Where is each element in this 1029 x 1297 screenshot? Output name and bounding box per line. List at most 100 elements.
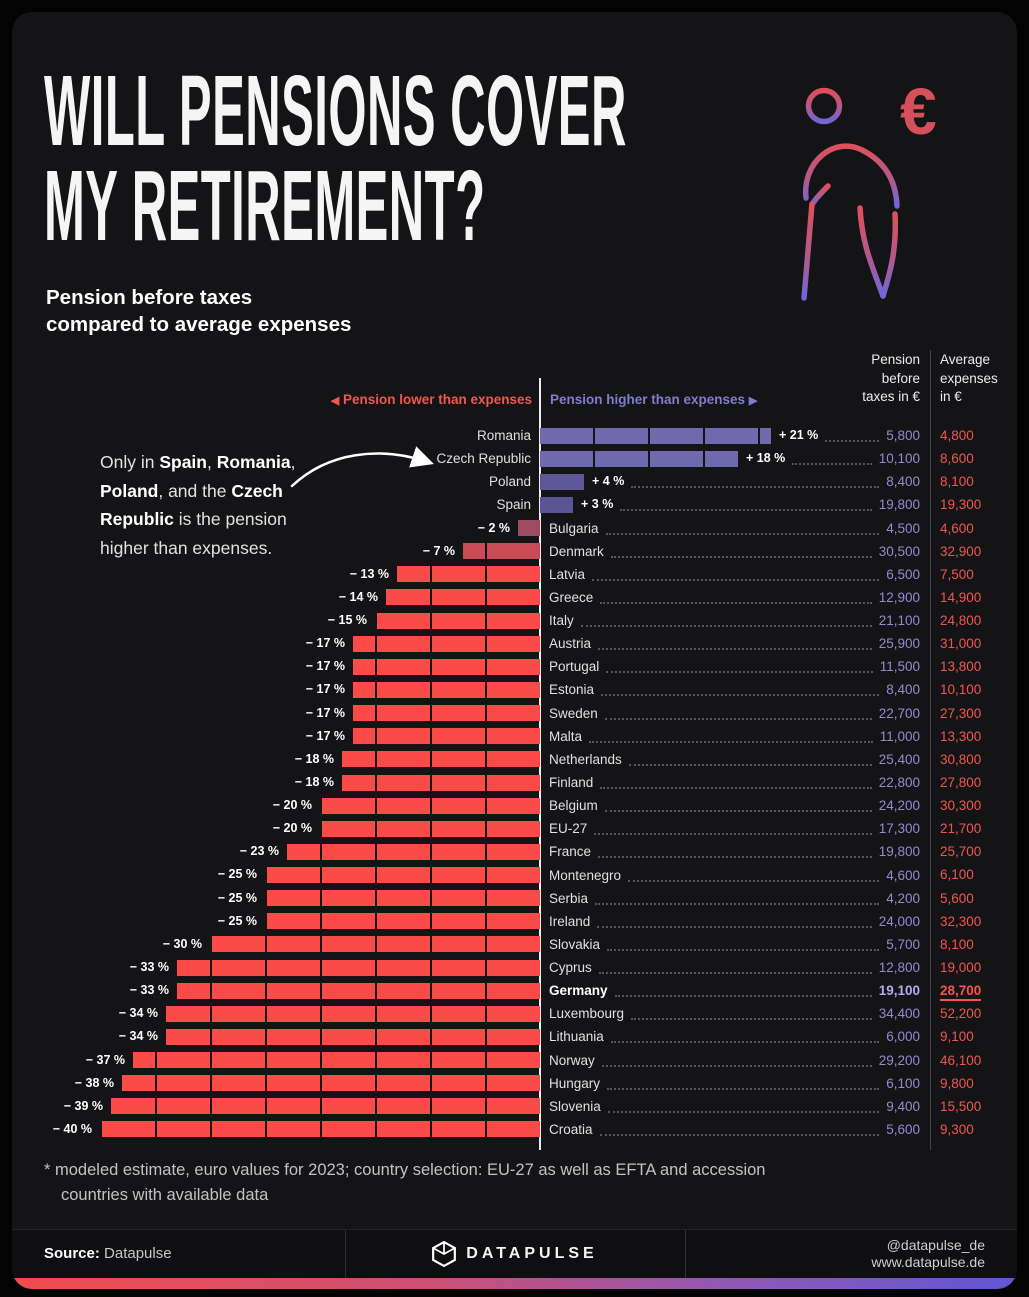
- dotted-leader: [600, 778, 872, 789]
- chart-row-czech-republic: Czech Republic + 18 % 10,100 8,600: [12, 447, 1017, 470]
- column-divider-line: [930, 350, 931, 1150]
- pension-value: 4,200: [886, 890, 920, 906]
- country-label: Sweden: [549, 705, 598, 721]
- negative-bar: [342, 774, 540, 791]
- positive-bar: [540, 496, 573, 513]
- left-arrow-icon: ◀: [330, 395, 340, 407]
- pension-value: 8,400: [886, 682, 920, 698]
- legend-lower-label: Pension lower than expenses: [342, 392, 532, 407]
- pension-value: 12,800: [878, 960, 920, 976]
- country-label: Czech Republic: [436, 451, 531, 467]
- pension-value: 17,300: [878, 821, 920, 837]
- right-arrow-icon: ▶: [748, 395, 758, 407]
- country-label: Lithuania: [549, 1029, 604, 1045]
- negative-bar: [386, 589, 540, 606]
- negative-bar: [353, 658, 540, 675]
- percent-label: − 18 %: [294, 751, 334, 766]
- dotted-leader: [825, 431, 880, 443]
- expenses-value: 8,100: [940, 936, 974, 952]
- country-label: Spain: [496, 497, 531, 513]
- chart-row-poland: Poland + 4 % 8,400 8,100: [12, 470, 1017, 493]
- expenses-value: 7,500: [940, 566, 974, 582]
- dotted-leader: [589, 732, 873, 743]
- country-label: Slovakia: [549, 936, 601, 952]
- legend-pension-higher: Pension higher than expenses ▶: [550, 392, 757, 407]
- dotted-leader: [631, 1009, 872, 1021]
- dotted-leader: [604, 709, 872, 720]
- source-label: Source:: [44, 1245, 100, 1262]
- country-label: Serbia: [549, 890, 589, 906]
- country-label: Finland: [549, 775, 594, 790]
- positive-bar: [540, 427, 771, 444]
- negative-bar: [100, 1121, 540, 1138]
- country-label: Croatia: [549, 1121, 593, 1137]
- percent-label: − 34 %: [118, 1029, 158, 1044]
- pension-value: 11,500: [879, 659, 920, 675]
- chart-row-bulgaria: − 2 % Bulgaria 4,500 4,600: [12, 517, 1017, 540]
- country-label: Belgium: [549, 798, 598, 814]
- expenses-value: 14,900: [940, 589, 982, 605]
- dotted-leader: [628, 871, 880, 882]
- dotted-leader: [600, 593, 872, 604]
- social-links: @datapulse_de www.datapulse.de: [871, 1237, 985, 1271]
- pension-value: 6,000: [886, 1029, 920, 1045]
- dotted-leader: [604, 801, 872, 813]
- percent-label: + 21 %: [779, 428, 819, 442]
- dotted-leader: [580, 616, 872, 628]
- percent-label: − 7 %: [422, 543, 455, 558]
- country-label: Luxembourg: [549, 1006, 625, 1022]
- country-label: Montenegro: [549, 867, 622, 883]
- expenses-value: 31,000: [940, 636, 982, 652]
- percent-label: − 15 %: [327, 613, 367, 628]
- chart-row-malta: − 17 % Malta 11,000 13,300: [12, 725, 1017, 748]
- percent-label: − 23 %: [239, 844, 279, 859]
- percent-label: − 33 %: [129, 959, 169, 974]
- footer-separator-left: [345, 1230, 346, 1278]
- pension-value: 25,900: [878, 636, 920, 652]
- pension-value: 34,400: [878, 1006, 920, 1022]
- expenses-value: 27,800: [940, 774, 982, 790]
- percent-label: − 40 %: [52, 1121, 92, 1136]
- percent-label: − 39 %: [63, 1098, 103, 1113]
- expenses-value: 19,300: [940, 497, 982, 513]
- chart-row-romania: Romania + 21 % 5,800 4,800: [12, 424, 1017, 447]
- dotted-leader: [607, 1102, 880, 1113]
- negative-bar: [463, 543, 540, 560]
- negative-bar: [166, 1005, 540, 1022]
- negative-bar: [353, 728, 540, 745]
- subtitle: Pension before taxes compared to average…: [46, 284, 351, 338]
- dotted-leader: [601, 685, 880, 697]
- dotted-leader: [607, 940, 880, 951]
- chart-row-spain: Spain + 3 % 19,800 19,300: [12, 493, 1017, 516]
- country-label: Cyprus: [549, 960, 592, 976]
- chart-rows: Romania + 21 % 5,800 4,800 Czech Republic + 1…: [12, 424, 1017, 1144]
- percent-label: − 25 %: [217, 890, 257, 905]
- pension-value: 10,100: [878, 451, 920, 467]
- expenses-value: 10,100: [940, 682, 982, 698]
- dotted-leader: [631, 477, 880, 489]
- negative-bar: [353, 705, 540, 722]
- pension-value: 24,200: [878, 798, 920, 814]
- chart-row-hungary: − 38 % Hungary 6,100 9,800: [12, 1072, 1017, 1095]
- dotted-leader: [594, 824, 872, 836]
- page-title: WILL PENSIONS COVER MY RETIREMENT?: [44, 61, 627, 256]
- pension-value: 19,800: [878, 844, 920, 860]
- expenses-value: 28,700: [940, 983, 982, 1001]
- negative-bar: [320, 797, 540, 814]
- country-label: Slovenia: [549, 1098, 601, 1114]
- expenses-value: 21,700: [940, 821, 982, 837]
- percent-label: − 17 %: [305, 659, 345, 674]
- subtitle-line-1: Pension before taxes: [46, 286, 253, 309]
- pension-value: 6,500: [886, 566, 920, 582]
- percent-label: − 2 %: [477, 520, 510, 535]
- website-url[interactable]: www.datapulse.de: [871, 1254, 985, 1270]
- social-handle[interactable]: @datapulse_de: [886, 1237, 985, 1253]
- dotted-leader: [606, 662, 873, 674]
- percent-label: − 17 %: [305, 682, 345, 697]
- negative-bar: [342, 751, 540, 768]
- percent-label: − 14 %: [338, 589, 378, 604]
- country-label: Italy: [549, 613, 574, 629]
- svg-text:€: €: [900, 74, 937, 148]
- country-label: Malta: [549, 728, 583, 744]
- footer-bar: Source: Datapulse DATAPULSE @datapulse_d…: [12, 1229, 1017, 1278]
